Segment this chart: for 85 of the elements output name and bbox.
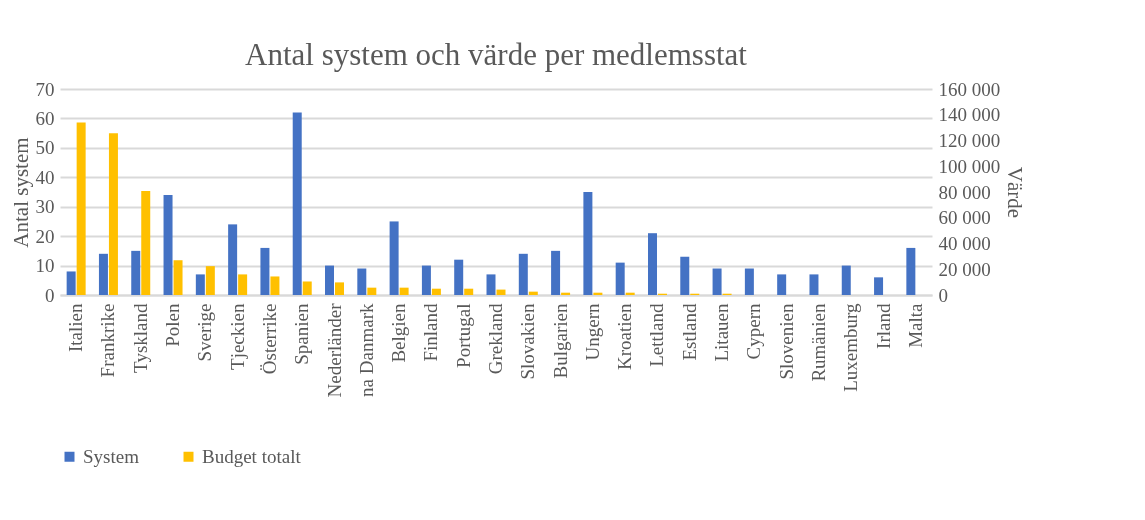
x-tick-label: Finland — [420, 303, 442, 362]
legend-label: Budget totalt — [202, 445, 302, 467]
bar — [76, 122, 86, 295]
bar — [551, 250, 561, 295]
bar — [486, 274, 496, 295]
x-tick-label: Cypern — [743, 303, 765, 360]
bar — [98, 253, 108, 295]
bar — [647, 233, 657, 295]
y-tick-label: 30 — [35, 196, 55, 218]
x-tick-label: Slovenien — [775, 303, 797, 380]
x-tick-label: Rumänien — [807, 303, 829, 382]
y2-tick-label: 100 000 — [938, 155, 1001, 177]
x-tick-label: Spanien — [291, 303, 313, 365]
y2-tick-label: 140 000 — [938, 104, 1001, 126]
y-tick-label: 40 — [35, 166, 55, 188]
bar — [809, 274, 819, 295]
bar — [238, 274, 248, 295]
bar — [744, 268, 754, 295]
y2-tick-label: 120 000 — [938, 130, 1001, 151]
y2-tick-label: 20 000 — [938, 258, 991, 280]
y-tick-label: 70 — [35, 78, 55, 100]
bar — [680, 256, 690, 295]
y2-tick-label: 160 000 — [938, 78, 1001, 100]
x-tick-label: Tjeckien — [226, 303, 248, 370]
bar — [66, 271, 76, 295]
x-tick-label: Italien — [65, 303, 87, 353]
bar — [163, 194, 173, 295]
bar — [260, 247, 270, 295]
x-tick-label: Slovakien — [517, 303, 539, 380]
bar — [292, 112, 302, 295]
bar — [302, 281, 312, 295]
y-tick-label: 20 — [35, 225, 55, 247]
bar — [454, 259, 464, 295]
bar — [228, 224, 238, 295]
x-tick-label: Österrike — [258, 303, 280, 375]
bar — [367, 287, 377, 295]
y2-tick-label: 60 000 — [938, 207, 991, 229]
y-tick-label: 50 — [35, 137, 55, 159]
x-tick-label: Frankrike — [97, 303, 119, 378]
bar — [325, 265, 335, 295]
y-tick-label: 60 — [35, 107, 55, 129]
y-tick-label: 0 — [45, 284, 55, 306]
y2-axis-title: Värde — [1003, 166, 1028, 219]
x-tick-label: Belgien — [388, 303, 410, 363]
x-tick-label: Sverige — [194, 303, 216, 362]
y-tick-label: 10 — [35, 255, 55, 277]
x-tick-label: Kroatien — [614, 303, 636, 370]
y2-tick-label: 0 — [938, 284, 948, 306]
y-axis-title: Antal system — [8, 137, 33, 248]
bar — [399, 287, 409, 295]
x-tick-label: Lettland — [646, 303, 668, 367]
bar — [496, 289, 506, 295]
x-tick-label: Ungern — [581, 303, 603, 361]
bar — [841, 265, 851, 295]
bar — [777, 274, 787, 295]
bar — [906, 247, 916, 295]
x-tick-label: Malta — [904, 302, 926, 348]
x-tick-label: Litauen — [711, 303, 733, 362]
y2-tick-label: 40 000 — [938, 233, 991, 254]
bar — [464, 288, 474, 295]
chart-title: Antal system och värde per medlemsstat — [245, 37, 748, 72]
bar — [141, 191, 151, 295]
bar — [874, 277, 884, 295]
bar — [421, 265, 431, 295]
bar — [528, 291, 538, 295]
bar — [108, 133, 118, 295]
bar — [389, 221, 399, 295]
x-tick-label: Portugal — [452, 303, 474, 368]
x-tick-label: Irland — [872, 303, 894, 349]
bar — [357, 268, 367, 295]
x-tick-label: Nederländer — [323, 302, 345, 398]
x-tick-label: Luxemburg — [840, 303, 862, 392]
bar — [615, 262, 625, 295]
x-tick-label: Estland — [678, 303, 700, 361]
bar — [583, 192, 593, 295]
y2-tick-label: 80 000 — [938, 181, 991, 203]
x-tick-label: Tyskland — [129, 303, 151, 373]
bar — [518, 253, 528, 295]
bar — [712, 268, 722, 295]
x-tick-label: Polen — [162, 303, 184, 347]
x-tick-label: Grekland — [485, 303, 506, 375]
x-tick-label: na Danmark — [355, 303, 377, 397]
x-tick-label: Bulgarien — [549, 303, 571, 379]
legend-label: System — [83, 445, 140, 467]
bar — [431, 288, 441, 295]
